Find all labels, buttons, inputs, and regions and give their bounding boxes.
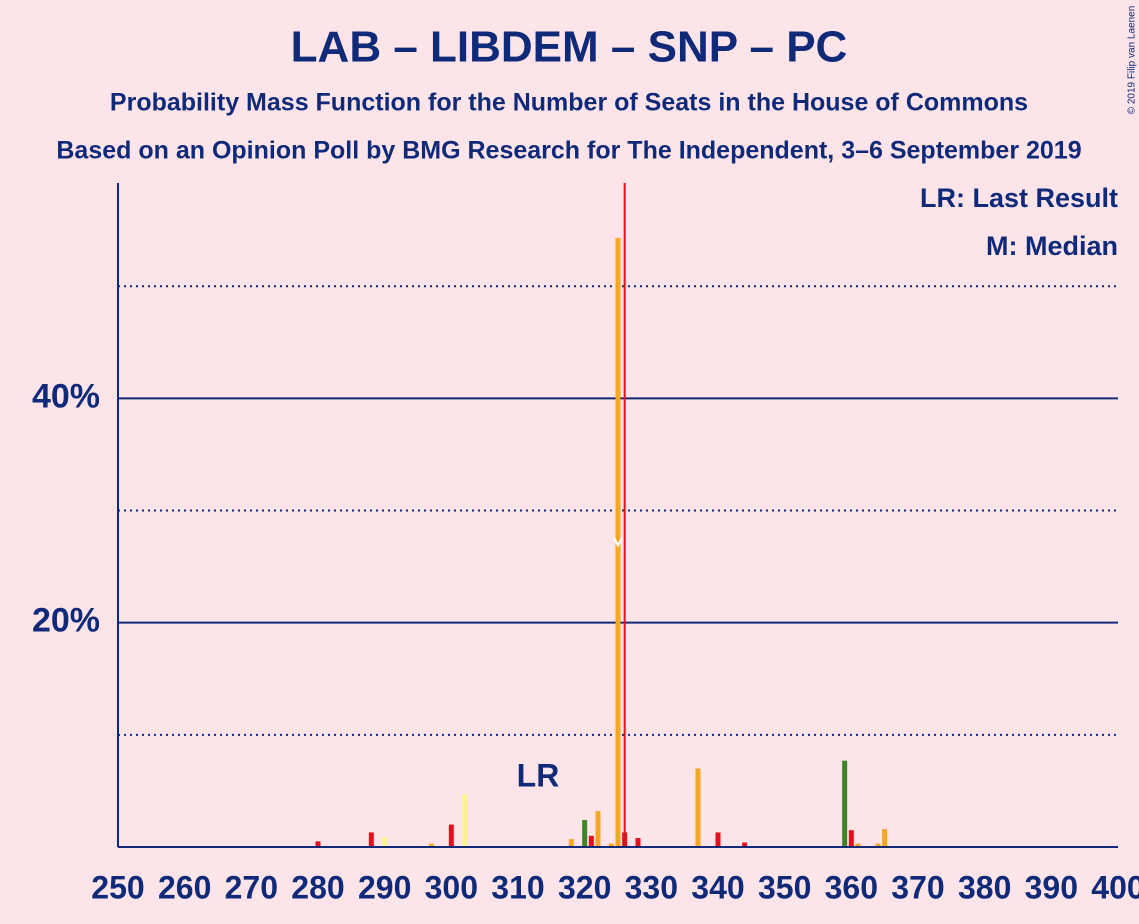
bar	[428, 843, 434, 847]
bar	[315, 841, 321, 847]
bar	[882, 829, 888, 847]
bar	[842, 760, 848, 847]
x-tick-label: 300	[425, 869, 478, 905]
x-tick-label: 250	[91, 869, 144, 905]
bar	[462, 794, 468, 847]
bar	[742, 842, 748, 847]
bar	[608, 843, 614, 847]
bar	[582, 820, 588, 847]
legend-entry: M: Median	[986, 231, 1118, 261]
bar	[448, 824, 454, 847]
x-tick-label: 320	[558, 869, 611, 905]
median-marker	[613, 537, 623, 548]
x-tick-label: 350	[758, 869, 811, 905]
x-tick-label: 310	[491, 869, 544, 905]
x-tick-label: 330	[625, 869, 678, 905]
x-tick-label: 340	[691, 869, 744, 905]
bar	[875, 843, 881, 847]
bar	[848, 830, 854, 847]
chart-title: LAB – LIBDEM – SNP – PC	[291, 23, 848, 72]
legend-entry: LR: Last Result	[920, 183, 1118, 213]
x-tick-label: 380	[958, 869, 1011, 905]
x-tick-label: 290	[358, 869, 411, 905]
copyright: © 2019 Filip van Laenen	[1127, 6, 1138, 115]
bar	[382, 836, 388, 847]
bar	[568, 839, 574, 847]
chart-subtitle: Based on an Opinion Poll by BMG Research…	[56, 137, 1081, 165]
bar	[595, 811, 601, 847]
bar	[635, 838, 641, 847]
x-tick-label: 260	[158, 869, 211, 905]
x-tick-label: 370	[891, 869, 944, 905]
bar	[368, 832, 374, 847]
x-tick-label: 270	[225, 869, 278, 905]
bar	[588, 835, 594, 847]
x-tick-label: 390	[1025, 869, 1078, 905]
x-tick-label: 360	[825, 869, 878, 905]
bar	[695, 768, 701, 847]
bar	[615, 237, 621, 847]
chart-subtitle: Probability Mass Function for the Number…	[110, 89, 1028, 117]
y-tick-label: 40%	[32, 377, 100, 415]
y-tick-label: 20%	[32, 602, 100, 640]
bar	[855, 843, 861, 847]
last-result-label: LR	[517, 757, 560, 793]
bar	[715, 832, 721, 847]
x-tick-label: 280	[291, 869, 344, 905]
x-tick-label: 400	[1091, 869, 1139, 905]
